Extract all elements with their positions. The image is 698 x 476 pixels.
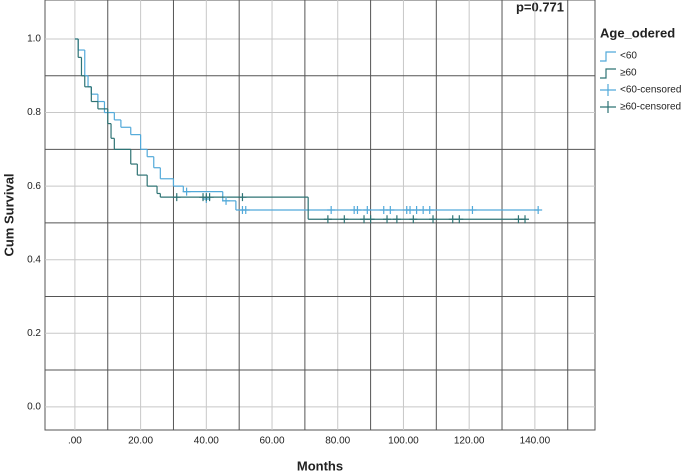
censor-mark bbox=[238, 193, 247, 202]
y-tick-label: 0.4 bbox=[27, 254, 41, 265]
censor-mark bbox=[222, 196, 231, 205]
legend-label: ≥60-censored bbox=[620, 102, 681, 113]
censor-mark bbox=[353, 206, 362, 215]
censor-mark bbox=[455, 215, 464, 224]
censor-mark bbox=[241, 206, 250, 215]
legend-swatch bbox=[600, 101, 616, 113]
censor-mark bbox=[340, 215, 349, 224]
x-tick-label: 40.00 bbox=[194, 436, 219, 447]
legend-label: <60 bbox=[620, 51, 637, 62]
censor-mark bbox=[429, 215, 438, 224]
censor-mark bbox=[386, 206, 395, 215]
plot-area bbox=[44, 0, 596, 431]
y-tick-label: 1.0 bbox=[27, 34, 41, 45]
censor-mark bbox=[182, 187, 191, 196]
x-tick-label: 20.00 bbox=[128, 436, 153, 447]
censor-mark bbox=[323, 215, 332, 224]
legend-swatch bbox=[600, 68, 616, 79]
y-tick-label: 0.2 bbox=[27, 328, 41, 339]
y-tick-label: 0.8 bbox=[27, 107, 41, 118]
censor-mark bbox=[409, 215, 418, 224]
y-tick-label: 0.6 bbox=[27, 181, 41, 192]
censor-mark bbox=[363, 206, 372, 215]
censor-mark bbox=[327, 206, 336, 215]
x-tick-label: 120.00 bbox=[454, 436, 485, 447]
censor-mark bbox=[383, 215, 392, 224]
y-tick-label: 0.0 bbox=[27, 401, 41, 412]
legend-title: Age_odered bbox=[600, 25, 675, 40]
p-value: p=0.771 bbox=[516, 0, 564, 14]
legend-label: ≥60 bbox=[620, 68, 637, 79]
censor-mark bbox=[366, 215, 375, 224]
censor-mark bbox=[521, 215, 530, 224]
x-tick-label: 60.00 bbox=[260, 436, 285, 447]
y-axis-label: Cum Survival bbox=[1, 173, 16, 256]
x-tick-label: 80.00 bbox=[325, 436, 350, 447]
x-tick-label: 140.00 bbox=[520, 436, 551, 447]
x-tick-label: .00 bbox=[68, 436, 82, 447]
censor-mark bbox=[534, 206, 543, 215]
x-axis-label: Months bbox=[297, 458, 343, 473]
legend-label: <60-censored bbox=[620, 85, 681, 96]
censor-mark bbox=[425, 206, 434, 215]
legend-swatch bbox=[600, 84, 616, 96]
censor-mark bbox=[205, 193, 214, 202]
legend-swatch bbox=[600, 51, 616, 62]
censor-mark bbox=[172, 193, 181, 202]
x-tick-label: 100.00 bbox=[388, 436, 419, 447]
censor-mark bbox=[468, 206, 477, 215]
censor-mark bbox=[392, 215, 401, 224]
